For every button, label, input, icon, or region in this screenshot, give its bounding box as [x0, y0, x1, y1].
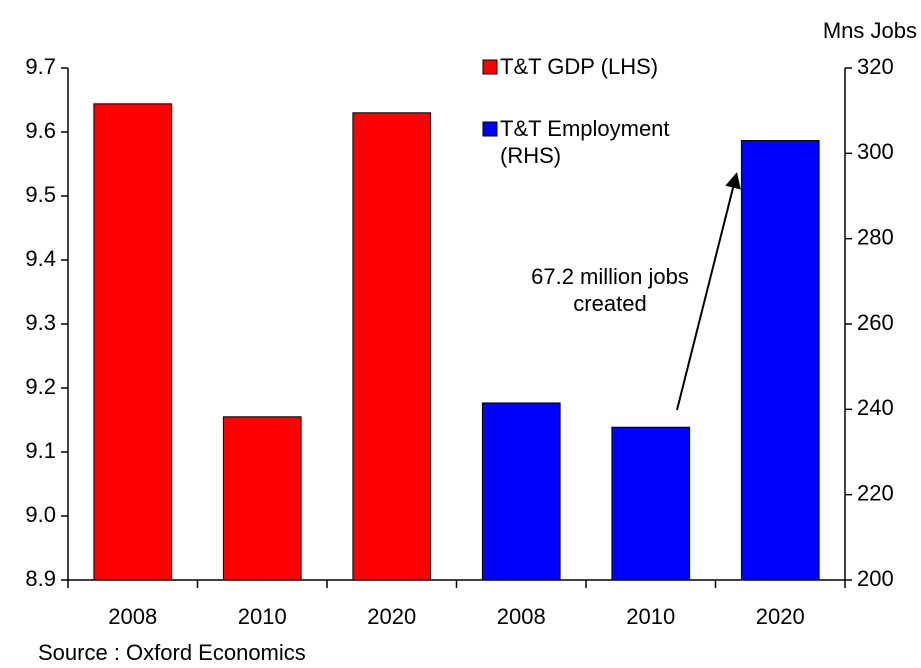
legend-swatch	[482, 59, 498, 75]
y2-tick-label: 260	[857, 310, 894, 335]
y2-axis-label: Mns Jobs	[823, 18, 917, 43]
bar	[93, 103, 173, 581]
y2-tick-label: 300	[857, 139, 894, 164]
y-tick-label: 9.0	[25, 502, 56, 527]
y-tick-label: 9.7	[25, 54, 56, 79]
y-tick-label: 9.3	[25, 310, 56, 335]
y-tick-label: 9.1	[25, 438, 56, 463]
x-tick-label: 2020	[367, 604, 416, 629]
annotation-arrow	[676, 172, 741, 411]
bar	[740, 140, 820, 581]
y2-tick-label: 320	[857, 54, 894, 79]
annotation: 67.2 million jobs created	[531, 264, 689, 316]
y2-tick-label: 280	[857, 224, 894, 249]
source: Source : Oxford Economics	[38, 640, 306, 665]
y-tick-label: 9.4	[25, 246, 56, 271]
legend-swatch	[482, 121, 498, 137]
x-tick-label: 2010	[238, 604, 287, 629]
y-tick-label: 8.9	[25, 566, 56, 591]
bar	[352, 112, 432, 581]
bar	[222, 416, 302, 581]
y-tick-label: 9.2	[25, 374, 56, 399]
y2-tick-label: 220	[857, 480, 894, 505]
y2-tick-label: 200	[857, 566, 894, 591]
y-tick-label: 9.5	[25, 182, 56, 207]
bar	[481, 402, 561, 581]
y-tick-label: 9.6	[25, 118, 56, 143]
legend-label: T&T Employment (RHS)	[500, 116, 670, 168]
y2-tick-label: 240	[857, 395, 894, 420]
bar	[611, 426, 691, 581]
x-tick-label: 2010	[626, 604, 675, 629]
x-tick-label: 2020	[756, 604, 805, 629]
x-tick-label: 2008	[108, 604, 157, 629]
x-tick-label: 2008	[497, 604, 546, 629]
legend-label: T&T GDP (LHS)	[500, 54, 659, 79]
